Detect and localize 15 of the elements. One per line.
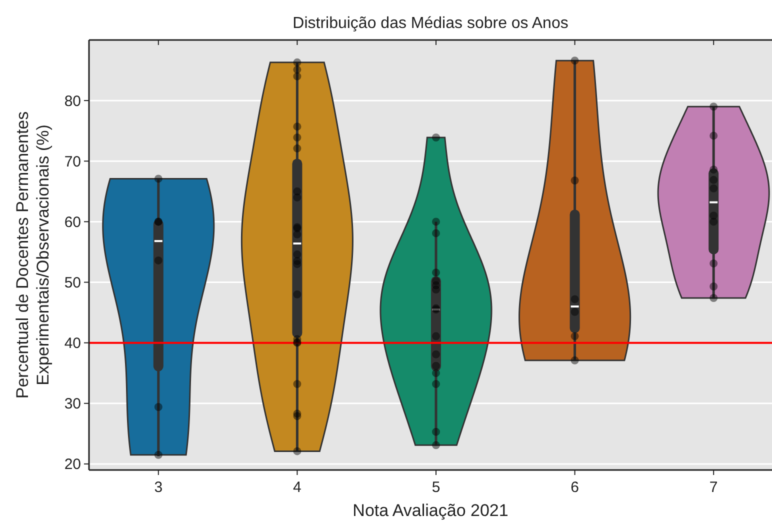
y-tick-label: 50 bbox=[64, 274, 81, 292]
x-tick-label: 4 bbox=[293, 479, 302, 496]
chart-title: Distribuição das Médias sobre os Anos bbox=[292, 15, 568, 32]
x-tick-label: 7 bbox=[709, 479, 718, 496]
y-axis-title: Percentual de Docentes Permanentes Experimentais/Observacionais (%) bbox=[13, 111, 52, 399]
x-axis-title: Nota Avaliação 2021 bbox=[352, 501, 508, 520]
y-tick-label: 70 bbox=[64, 153, 81, 170]
y-tick-label: 40 bbox=[64, 335, 81, 352]
x-tick-label: 3 bbox=[154, 479, 163, 496]
x-tick-label: 6 bbox=[570, 479, 579, 496]
y-tick-label: 30 bbox=[64, 396, 81, 413]
y-tick-label: 60 bbox=[64, 214, 81, 231]
x-tick-label: 5 bbox=[432, 479, 440, 496]
y-tick-label: 80 bbox=[64, 92, 81, 110]
y-tick-label: 20 bbox=[64, 456, 81, 474]
